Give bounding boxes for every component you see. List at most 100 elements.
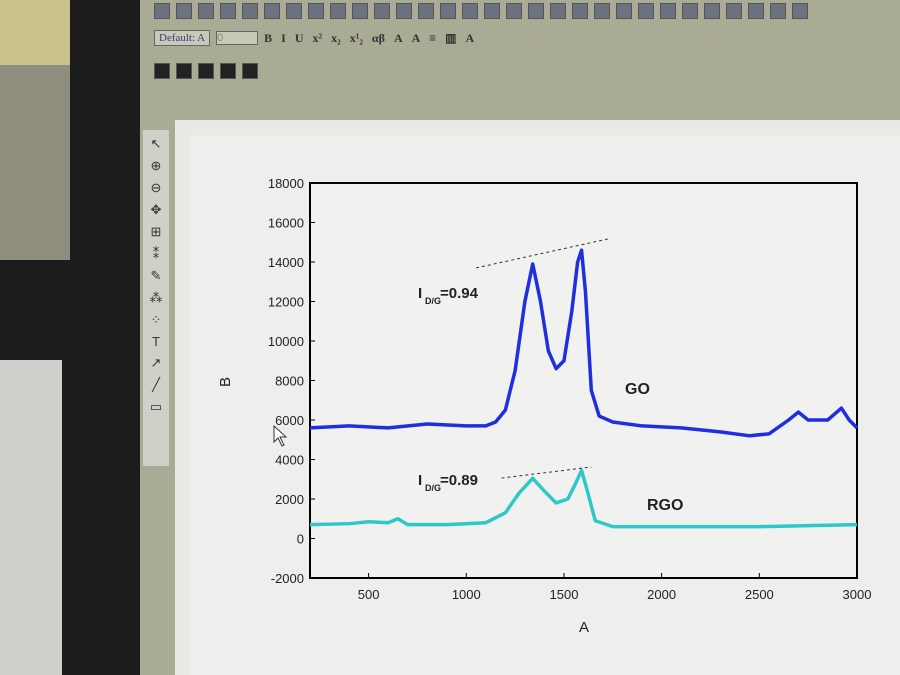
toolbar-button-icon[interactable]: [352, 3, 368, 19]
x-axis-label: A: [579, 619, 589, 636]
toolbar-button-icon[interactable]: [242, 3, 258, 19]
y-tick-label: 18000: [268, 176, 304, 191]
format-button[interactable]: A: [411, 30, 421, 45]
annotation-subscript: D/G: [425, 296, 441, 306]
toolbar-button-icon[interactable]: [374, 3, 390, 19]
tool-icon[interactable]: ▭: [149, 399, 163, 414]
y-tick-label: 4000: [275, 453, 304, 468]
toolbar-button-icon[interactable]: [286, 3, 302, 19]
toolbar-button-icon[interactable]: [396, 3, 412, 19]
tools-palette: ↖ ⊕ ⊖ ✥ ⊞ ⁑ ✎ ⁂ ⁘ T ↗ ╱ ▭: [143, 130, 169, 466]
toolbar-button-icon[interactable]: [792, 3, 808, 19]
toolbar-button-icon[interactable]: [704, 3, 720, 19]
toolbar-button-icon[interactable]: [440, 3, 456, 19]
tool-button-icon[interactable]: [176, 63, 192, 79]
toolbar-button-icon[interactable]: [308, 3, 324, 19]
toolbar-button-icon[interactable]: [638, 3, 654, 19]
mouse-cursor-icon: [273, 424, 288, 447]
y-tick-label: 0: [297, 532, 304, 547]
format-button[interactable]: x²: [312, 30, 323, 45]
toolbar-button-icon[interactable]: [198, 3, 214, 19]
format-button[interactable]: αβ: [371, 30, 385, 45]
format-button[interactable]: U: [294, 30, 304, 45]
x-tick-label: 2500: [745, 587, 774, 602]
x-tick-label: 500: [358, 587, 380, 602]
format-button[interactable]: x¹₂: [349, 30, 363, 45]
tool-icon[interactable]: ⁑: [152, 246, 160, 261]
toolbar-button-icon[interactable]: [264, 3, 280, 19]
tools-toolbar: [140, 58, 900, 84]
legend-label-go: GO: [625, 381, 650, 398]
toolbar-button-icon[interactable]: [528, 3, 544, 19]
x-tick-label: 1000: [452, 587, 481, 602]
toolbar-button-icon[interactable]: [220, 3, 236, 19]
standard-toolbar: [140, 0, 900, 22]
toolbar-button-icon[interactable]: [484, 3, 500, 19]
tool-icon[interactable]: T: [152, 334, 160, 349]
tool-icon[interactable]: ✎: [150, 268, 162, 283]
annotation-subscript: D/G: [425, 483, 441, 493]
tool-icon[interactable]: ↗: [150, 355, 162, 370]
sticky-note: [0, 0, 70, 65]
tool-icon[interactable]: ╱: [152, 377, 160, 392]
tool-button-icon[interactable]: [154, 63, 170, 79]
toolbar-button-icon[interactable]: [726, 3, 742, 19]
toolbar-button-icon[interactable]: [154, 3, 170, 19]
toolbar-button-icon[interactable]: [594, 3, 610, 19]
tool-icon[interactable]: ✥: [150, 202, 162, 217]
tool-icon[interactable]: ⊖: [150, 180, 162, 195]
tool-button-icon[interactable]: [220, 63, 236, 79]
side-panel: [0, 360, 62, 675]
format-button[interactable]: ≡: [429, 30, 437, 45]
format-button[interactable]: A: [393, 30, 403, 45]
format-button[interactable]: ▥: [445, 30, 457, 45]
series-line-go: [309, 248, 859, 438]
toolbar-button-icon[interactable]: [616, 3, 632, 19]
format-button[interactable]: I: [281, 30, 286, 45]
toolbar-button-icon[interactable]: [330, 3, 346, 19]
dashed-trend-line: [475, 237, 611, 269]
annotation-value: =0.89: [440, 472, 478, 489]
annotation-main: I: [418, 285, 422, 302]
toolbar-button-icon[interactable]: [572, 3, 588, 19]
y-tick-label: 8000: [275, 374, 304, 389]
toolbar-button-icon[interactable]: [462, 3, 478, 19]
y-tick-label: 12000: [268, 295, 304, 310]
tool-icon[interactable]: ↖: [150, 136, 162, 151]
font-size-select[interactable]: 0: [216, 31, 259, 45]
annotation-value: =0.94: [440, 285, 479, 302]
format-button[interactable]: B: [264, 30, 273, 45]
y-tick-label: -2000: [271, 571, 304, 586]
toolbar-button-icon[interactable]: [418, 3, 434, 19]
toolbar-button-icon[interactable]: [748, 3, 764, 19]
toolbar-button-icon[interactable]: [682, 3, 698, 19]
annotation-main: I: [418, 472, 422, 489]
toolbar-button-icon[interactable]: [660, 3, 676, 19]
tool-button-icon[interactable]: [198, 63, 214, 79]
toolbar-button-icon[interactable]: [506, 3, 522, 19]
y-tick-label: 16000: [268, 216, 304, 231]
tool-icon[interactable]: ⊞: [150, 224, 162, 239]
format-button[interactable]: A: [465, 30, 475, 45]
toolbar-button-icon[interactable]: [550, 3, 566, 19]
tool-button-icon[interactable]: [242, 63, 258, 79]
x-tick-label: 1500: [550, 587, 579, 602]
y-tick-label: 10000: [268, 334, 304, 349]
tool-icon[interactable]: ⊕: [150, 158, 162, 173]
idg-annotation: I D/G=0.89: [418, 472, 478, 493]
series-line-rgo: [309, 468, 858, 529]
plot-frame: [309, 182, 858, 579]
background-paper: [0, 0, 70, 260]
x-tick-label: 2000: [647, 587, 676, 602]
toolbar-button-icon[interactable]: [770, 3, 786, 19]
tool-icon[interactable]: ⁂: [149, 290, 163, 305]
legend-label-rgo: RGO: [647, 497, 683, 514]
y-tick-label: 14000: [268, 255, 304, 270]
tool-icon[interactable]: ⁘: [150, 312, 162, 327]
y-tick-label: 2000: [275, 492, 304, 507]
idg-annotation: I D/G=0.94: [418, 285, 479, 306]
toolbar-button-icon[interactable]: [176, 3, 192, 19]
format-button[interactable]: x₂: [331, 30, 341, 45]
font-name-select[interactable]: Default: A: [154, 30, 211, 46]
